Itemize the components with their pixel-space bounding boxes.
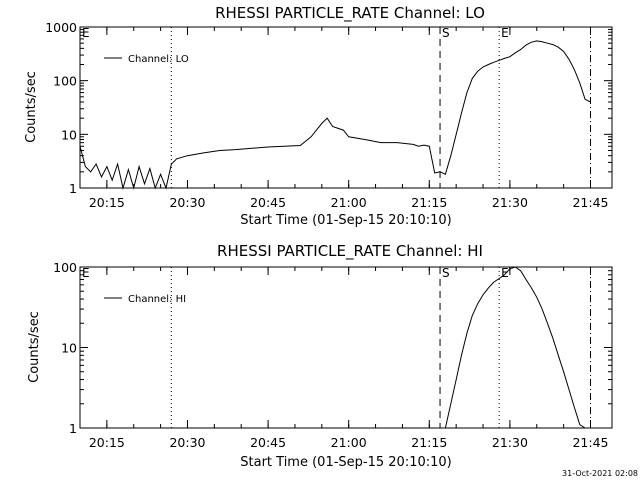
y-axis-label: Counts/sec bbox=[24, 71, 39, 143]
time-marker-label: E bbox=[501, 26, 509, 40]
time-marker-label: S bbox=[442, 26, 450, 40]
legend-entry: Channel: HI bbox=[128, 294, 186, 305]
axis-ticks: 20:15 20:30 20:45 21:00 21:15 21:30 21:45 1 10 10… bbox=[45, 20, 612, 210]
x-tick-label: 20:45 bbox=[250, 435, 286, 450]
series-line-lo bbox=[79, 40, 591, 190]
footer-timestamp: 31-Oct-2021 02:08 bbox=[562, 469, 638, 478]
y-tick-label: 1 bbox=[69, 421, 77, 436]
time-marker-label: E bbox=[501, 266, 509, 280]
y-tick-label: 10 bbox=[61, 127, 77, 142]
x-axis-label: Start Time (01-Sep-15 20:10:10) bbox=[240, 213, 451, 228]
y-axis-label: Counts/sec bbox=[27, 311, 42, 383]
x-tick-label: 20:15 bbox=[89, 435, 125, 450]
y-tick-label: 1000 bbox=[45, 20, 77, 35]
x-tick-label: 21:30 bbox=[492, 195, 528, 210]
edge-labels: E bbox=[82, 266, 90, 280]
legend-entry: Channel: LO bbox=[128, 54, 189, 65]
y-tick-label: 1 bbox=[69, 181, 77, 196]
plot-frame bbox=[79, 26, 613, 189]
y-tick-label: 100 bbox=[53, 260, 77, 275]
x-tick-label: 21:15 bbox=[411, 195, 447, 210]
time-marker-label: S bbox=[442, 266, 450, 280]
x-tick-label: 21:00 bbox=[331, 195, 367, 210]
chart-title: RHESSI PARTICLE_RATE Channel: HI bbox=[217, 242, 483, 261]
series-line-hi bbox=[444, 266, 586, 429]
edge-marker-label: E bbox=[82, 26, 90, 40]
x-tick-label: 20:30 bbox=[169, 435, 205, 450]
x-tick-label: 21:00 bbox=[331, 435, 367, 450]
edge-labels: E bbox=[82, 26, 90, 40]
x-tick-label: 20:30 bbox=[169, 195, 205, 210]
hi-channel-panel: RHESSI PARTICLE_RATE Channel: HI Counts/… bbox=[27, 242, 613, 470]
axis-ticks: 20:15 20:30 20:45 21:00 21:15 21:30 21:45 1 10 10… bbox=[53, 260, 612, 450]
x-tick-label: 21:45 bbox=[572, 435, 608, 450]
y-tick-label: 10 bbox=[61, 341, 77, 356]
x-tick-label: 21:30 bbox=[492, 435, 528, 450]
lo-channel-panel: RHESSI PARTICLE_RATE Channel: LO Counts/… bbox=[24, 4, 613, 228]
x-axis-label: Start Time (01-Sep-15 20:10:10) bbox=[240, 455, 451, 470]
x-tick-label: 21:15 bbox=[411, 435, 447, 450]
x-tick-label: 20:45 bbox=[250, 195, 286, 210]
x-tick-label: 21:45 bbox=[572, 195, 608, 210]
x-tick-label: 20:15 bbox=[89, 195, 125, 210]
chart-title: RHESSI PARTICLE_RATE Channel: LO bbox=[215, 4, 485, 23]
edge-marker-label: E bbox=[82, 266, 90, 280]
y-tick-label: 100 bbox=[53, 74, 77, 89]
plot-frame bbox=[79, 266, 613, 429]
